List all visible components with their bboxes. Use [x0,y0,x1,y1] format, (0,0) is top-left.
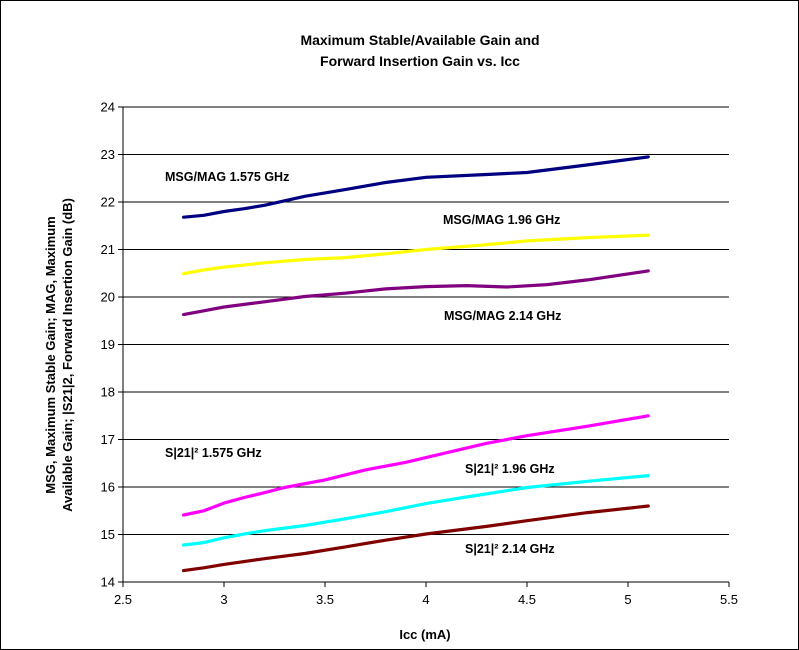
series-label-msg-196: MSG/MAG 1.96 GHz [443,213,560,227]
series-line-1 [182,233,650,276]
x-tick-label: 4.5 [518,592,536,607]
x-axis-title: Icc (mA) [399,627,450,642]
y-axis-title-line-1: MSG, Maximum Stable Gain; MAG, Maximum [43,216,58,493]
y-tick-label: 18 [101,385,115,400]
series-label-s21-196: S|21|² 1.96 GHz [465,462,555,476]
axes [118,106,730,587]
y-tick-label: 14 [101,575,115,590]
x-tick-label: 5 [624,592,631,607]
x-tick-label: 2.5 [114,592,132,607]
series-label-msg-214: MSG/MAG 2.14 GHz [444,309,561,323]
series-line-3 [182,414,650,517]
y-tick-label: 22 [101,195,115,210]
series-label-s21-214: S|21|² 2.14 GHz [465,542,555,556]
series-line-4 [182,474,650,547]
y-tick-label: 17 [101,432,115,447]
chart-title-line-2: Forward Insertion Gain vs. Icc [320,53,520,69]
y-tick-label: 15 [101,527,115,542]
series-lines [182,155,650,573]
y-tick-label: 24 [101,100,115,115]
x-tick-label: 5.5 [720,592,738,607]
y-tick-label: 23 [101,147,115,162]
x-tick-label: 3 [220,592,227,607]
series-line-2 [182,269,650,317]
series-label-msg-1575: MSG/MAG 1.575 GHz [165,170,289,184]
series-line-0 [182,155,650,219]
grid-lines [123,106,729,535]
y-tick-label: 19 [101,337,115,352]
y-tick-labels: 14 15 16 17 18 19 20 21 22 23 24 [101,100,115,590]
y-tick-label: 21 [101,242,115,257]
x-tick-label: 4 [422,592,429,607]
x-tick-label: 3.5 [316,592,334,607]
series-line-5 [182,504,650,573]
y-tick-label: 16 [101,480,115,495]
y-axis-title-line-2: Available Gain; |S21|2, Forward Insertio… [60,198,75,512]
series-label-s21-1575: S|21|² 1.575 GHz [165,446,262,460]
x-tick-labels: 2.5 3 3.5 4 4.5 5 5.5 [114,592,738,607]
y-tick-label: 20 [101,290,115,305]
chart-title-line-1: Maximum Stable/Available Gain and [300,32,539,48]
